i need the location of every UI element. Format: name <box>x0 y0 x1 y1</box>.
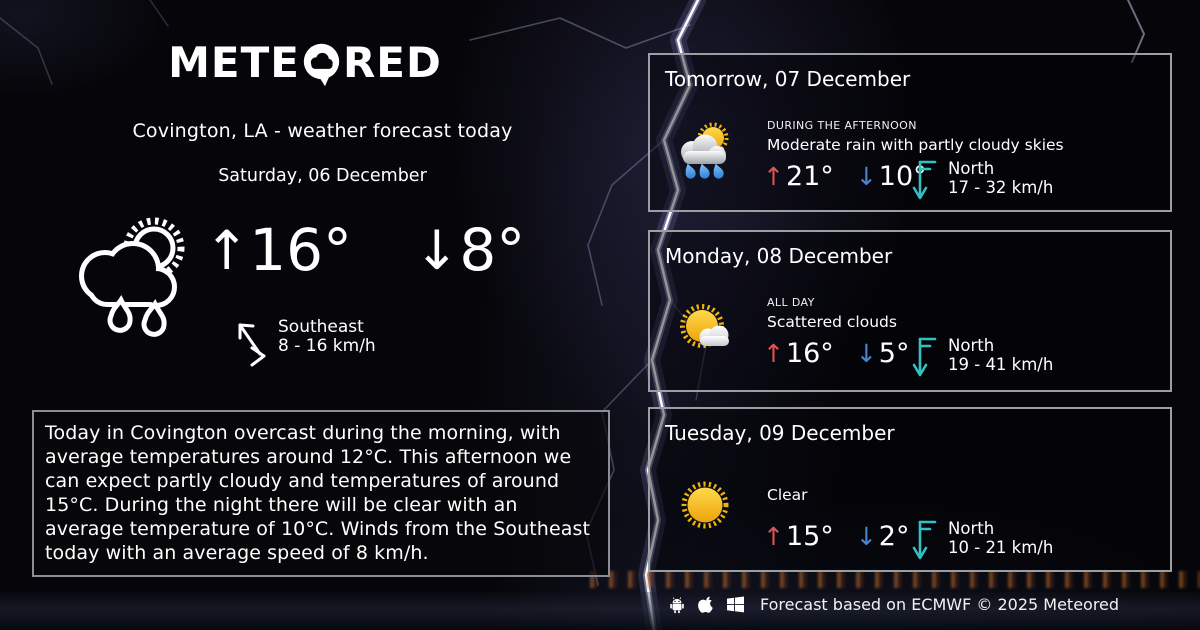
wind-barb-icon <box>912 337 937 377</box>
forecast-card-tuesday: Tuesday, 09 December Clear ↑ 15° ↓ 2° No… <box>648 407 1172 572</box>
card-low-value: 10° <box>878 161 927 192</box>
apple-icon[interactable] <box>698 595 715 614</box>
low-arrow-icon: ↓ <box>855 339 877 368</box>
today-wind-speed: 8 - 16 km/h <box>278 336 376 356</box>
today-wind-direction: Southeast <box>278 317 364 337</box>
card-title: Tuesday, 09 December <box>665 421 895 445</box>
low-arrow-icon: ↓ <box>855 522 877 551</box>
today-date: Saturday, 06 December <box>218 166 427 186</box>
wind-barb-icon <box>912 160 937 200</box>
high-arrow-icon: ↑ <box>204 218 250 282</box>
today-low-value: 8° <box>459 216 526 284</box>
card-low-value: 2° <box>878 521 910 552</box>
card-condition: Clear <box>767 486 808 504</box>
high-arrow-icon: ↑ <box>763 522 784 551</box>
low-arrow-icon: ↓ <box>414 218 460 282</box>
card-period-label: ALL DAY <box>767 296 815 309</box>
today-high: ↑ 16° <box>204 216 352 284</box>
platform-icons <box>668 595 744 614</box>
footer-bar <box>0 592 1200 630</box>
today-high-value: 16° <box>249 216 353 284</box>
meteored-logo: METE RED <box>0 38 610 87</box>
rain-with-sun-icon <box>681 122 729 179</box>
logo-text-right: RED <box>342 38 442 87</box>
card-high-value: 15° <box>785 521 834 552</box>
card-wind: North 19 - 41 km/h <box>912 334 1053 380</box>
card-high-value: 16° <box>785 338 834 369</box>
card-condition: Moderate rain with partly cloudy skies <box>767 136 1064 154</box>
logo-speech-bubble-cloud-icon <box>303 43 340 87</box>
page-title: Covington, LA - weather forecast today <box>132 120 513 142</box>
card-wind-speed: 19 - 41 km/h <box>948 354 1054 374</box>
card-wind-direction: North <box>948 159 995 178</box>
wind-barb-icon <box>912 520 937 560</box>
card-title: Tomorrow, 07 December <box>665 67 911 91</box>
high-arrow-icon: ↑ <box>763 162 784 191</box>
card-temperatures: ↑ 15° ↓ 2° <box>763 521 909 552</box>
city-lights-horizon <box>585 571 1200 588</box>
rain-sun-outline-icon <box>79 217 185 337</box>
card-wind-speed: 17 - 32 km/h <box>948 177 1054 197</box>
card-low-value: 5° <box>878 338 910 369</box>
card-condition: Scattered clouds <box>767 313 897 331</box>
card-wind: North 17 - 32 km/h <box>912 157 1053 203</box>
logo-text-left: METE <box>168 38 300 87</box>
card-high-value: 21° <box>785 161 834 192</box>
low-arrow-icon: ↓ <box>855 162 877 191</box>
card-wind: North 10 - 21 km/h <box>912 517 1053 563</box>
footer-attribution: Forecast based on ECMWF © 2025 Meteored <box>760 595 1120 614</box>
android-icon[interactable] <box>668 595 686 614</box>
sun-icon <box>681 481 729 529</box>
card-wind-speed: 10 - 21 km/h <box>948 537 1054 557</box>
card-temperatures: ↑ 16° ↓ 5° <box>763 338 909 369</box>
sun-with-cloud-icon <box>680 304 729 348</box>
card-wind-direction: North <box>948 519 995 538</box>
card-period-label: DURING THE AFTERNOON <box>767 119 917 132</box>
today-low: ↓ 8° <box>414 216 525 284</box>
card-temperatures: ↑ 21° ↓ 10° <box>763 161 927 192</box>
forecast-card-monday: Monday, 08 December ALL DAY Scattered cl… <box>648 230 1172 392</box>
windows-icon[interactable] <box>727 596 744 613</box>
card-title: Monday, 08 December <box>665 244 893 268</box>
forecast-card-tomorrow: Tomorrow, 07 December DURING THE AFTERNO… <box>648 53 1172 212</box>
forecast-summary: Today in Covington overcast during the m… <box>32 410 610 577</box>
wind-direction-arrow-icon <box>238 323 266 367</box>
high-arrow-icon: ↑ <box>763 339 784 368</box>
today-wind: Southeast 8 - 16 km/h <box>234 318 376 368</box>
today-temperatures: ↑ 16° ↓ 8° <box>204 216 525 284</box>
card-wind-direction: North <box>948 336 995 355</box>
